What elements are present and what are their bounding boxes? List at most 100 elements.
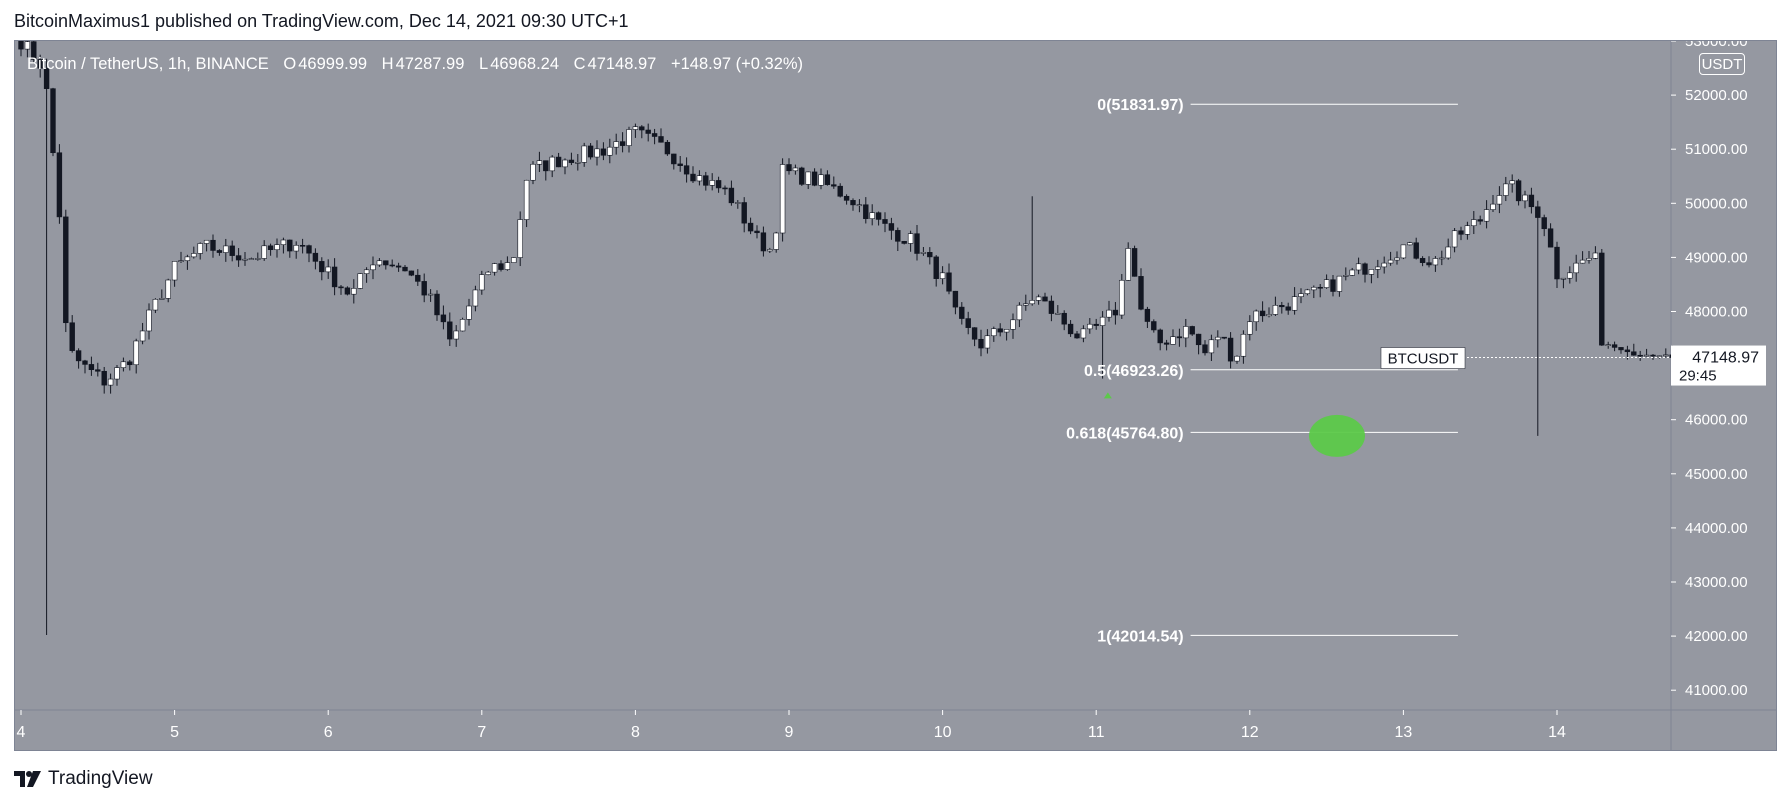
candle-down bbox=[555, 156, 562, 168]
close-value: 47148.97 bbox=[587, 55, 657, 73]
candle-up bbox=[818, 174, 824, 186]
candle-up bbox=[1432, 258, 1439, 266]
candle-up bbox=[562, 159, 568, 168]
candle-down bbox=[1259, 310, 1266, 317]
candle-down bbox=[831, 184, 837, 187]
candle-up bbox=[517, 219, 523, 258]
candle-up bbox=[171, 261, 178, 281]
candle-up bbox=[1643, 354, 1650, 357]
candle-down bbox=[498, 263, 504, 270]
candle-up bbox=[1439, 257, 1445, 260]
candle-up bbox=[1010, 319, 1016, 330]
candle-up bbox=[1080, 328, 1087, 339]
candle-up bbox=[1656, 355, 1663, 358]
candle-down bbox=[587, 145, 594, 158]
candle-down bbox=[914, 233, 920, 254]
candle-up bbox=[203, 239, 210, 244]
candle-up bbox=[581, 145, 587, 163]
candle-up bbox=[805, 171, 811, 185]
candle-up bbox=[1579, 259, 1586, 264]
candle-down bbox=[888, 223, 895, 231]
candle-up bbox=[1304, 289, 1311, 294]
candle-down bbox=[63, 216, 69, 324]
open-label: O bbox=[283, 55, 297, 73]
price-tick-label: 46000.00 bbox=[1685, 412, 1748, 429]
time-tick-label: 6 bbox=[324, 724, 333, 741]
candle-down bbox=[421, 281, 427, 296]
candle-up bbox=[293, 244, 299, 252]
candle-up bbox=[191, 253, 197, 258]
candle-down bbox=[69, 322, 75, 351]
candle-up bbox=[696, 175, 703, 182]
candle-down bbox=[287, 239, 293, 252]
candle-down bbox=[447, 321, 453, 340]
candle-up bbox=[1183, 326, 1189, 339]
candle-down bbox=[1151, 321, 1157, 331]
candle-down bbox=[1227, 337, 1234, 362]
candle-down bbox=[1279, 305, 1285, 308]
candle-up bbox=[1490, 203, 1496, 210]
candle-down bbox=[824, 174, 831, 185]
candle-up bbox=[1106, 309, 1112, 318]
candle-up bbox=[1464, 225, 1471, 235]
symbol-tag-label: BTCUSDT bbox=[1388, 351, 1459, 368]
price-tick-label: 41000.00 bbox=[1685, 682, 1748, 699]
candle-down bbox=[715, 180, 722, 189]
currency-badge[interactable]: USDT bbox=[1699, 53, 1745, 75]
candle-down bbox=[978, 338, 984, 349]
candle-up bbox=[1099, 316, 1106, 326]
candle-down bbox=[82, 360, 88, 365]
candle-up bbox=[1573, 262, 1579, 274]
candle-up bbox=[466, 305, 472, 320]
candle-down bbox=[1042, 296, 1048, 302]
symbol-name[interactable]: Bitcoin / TetherUS, 1h, BINANCE bbox=[27, 55, 269, 73]
time-tick-label: 9 bbox=[785, 724, 794, 741]
candle-up bbox=[351, 288, 357, 295]
time-tick-label: 13 bbox=[1395, 724, 1413, 741]
candle-down bbox=[1195, 333, 1202, 346]
candle-down bbox=[415, 274, 421, 282]
tradingview-logo[interactable]: TradingView bbox=[14, 768, 153, 790]
candle-down bbox=[850, 200, 856, 206]
candle-up bbox=[1387, 259, 1394, 264]
candle-down bbox=[741, 202, 747, 224]
candle-up bbox=[607, 146, 613, 156]
candle-down bbox=[1637, 354, 1643, 357]
candle-up bbox=[594, 148, 600, 158]
symbol-info-bar: Bitcoin / TetherUS, 1h, BINANCE O 46999.9… bbox=[27, 55, 803, 74]
price-tag-countdown: 29:45 bbox=[1679, 368, 1717, 385]
candle-up bbox=[427, 293, 434, 296]
candle-up bbox=[1336, 275, 1343, 292]
candle-down bbox=[1458, 230, 1464, 235]
candle-down bbox=[235, 255, 242, 261]
candle-up bbox=[453, 330, 459, 340]
chart-canvas[interactable]: 41000.00 42000.00 43000.00 44000.00 45000.00… bbox=[15, 41, 1777, 751]
candle-down bbox=[1541, 217, 1547, 230]
candle-up bbox=[1509, 180, 1515, 185]
high-label: H bbox=[381, 55, 394, 73]
candle-down bbox=[959, 306, 965, 319]
candle-down bbox=[619, 141, 626, 146]
candle-up bbox=[1343, 275, 1349, 277]
candle-up bbox=[261, 245, 267, 259]
candle-up bbox=[159, 298, 165, 300]
price-tick-label: 48000.00 bbox=[1685, 304, 1748, 321]
candle-down bbox=[971, 327, 978, 340]
candle-up bbox=[107, 378, 114, 386]
candle-up bbox=[1349, 269, 1355, 276]
candle-up bbox=[1266, 314, 1272, 317]
candle-down bbox=[402, 266, 408, 272]
candle-down bbox=[677, 163, 683, 166]
candle-up bbox=[357, 273, 363, 289]
candle-up bbox=[24, 41, 31, 50]
candle-up bbox=[536, 160, 543, 165]
candle-up bbox=[1311, 286, 1317, 291]
time-tick-label: 12 bbox=[1241, 724, 1259, 741]
candle-down bbox=[1515, 180, 1522, 202]
candle-up bbox=[146, 309, 152, 332]
candle-down bbox=[651, 133, 658, 137]
price-tag-value: 47148.97 bbox=[1692, 350, 1759, 367]
chart-panel[interactable]: 41000.00 42000.00 43000.00 44000.00 45000.00… bbox=[14, 40, 1777, 751]
candle-up bbox=[1170, 336, 1176, 345]
candle-down bbox=[434, 293, 440, 316]
